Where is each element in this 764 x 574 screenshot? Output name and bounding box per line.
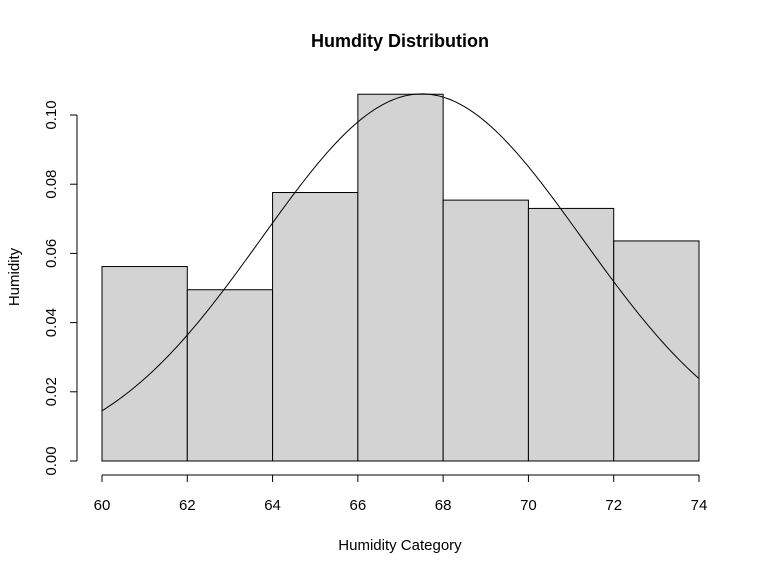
y-tick-label-0.10: 0.10 — [43, 100, 60, 129]
y-axis: 0.00 0.02 0.04 0.06 0.08 0.10 — [43, 100, 78, 476]
y-axis-label: Humidity — [6, 247, 23, 306]
x-tick-label-66: 66 — [350, 497, 367, 514]
histogram-bar-5 — [442, 199, 529, 462]
histogram-bar-1 — [101, 266, 188, 462]
histogram-bar-7 — [613, 240, 700, 462]
histogram-bar-6 — [527, 207, 615, 462]
bars-layer — [101, 93, 700, 462]
x-axis: 60 62 64 66 68 70 72 74 — [94, 474, 708, 514]
chart-title: Humdity Distribution — [311, 31, 489, 51]
histogram-bar-4 — [357, 93, 444, 462]
y-tick-label-0.00: 0.00 — [43, 446, 60, 475]
x-axis-label: Humidity Category — [338, 537, 462, 554]
x-tick-label-72: 72 — [605, 497, 622, 514]
x-tick-label-62: 62 — [179, 497, 196, 514]
y-tick-label-0.08: 0.08 — [43, 170, 60, 199]
x-tick-label-70: 70 — [520, 497, 537, 514]
curve-layer — [101, 93, 700, 412]
x-tick-label-74: 74 — [691, 497, 708, 514]
y-tick-label-0.04: 0.04 — [43, 308, 60, 337]
y-tick-label-0.02: 0.02 — [43, 377, 60, 406]
x-tick-label-60: 60 — [94, 497, 111, 514]
histogram-bar-2 — [186, 289, 274, 462]
y-tick-label-0.06: 0.06 — [43, 239, 60, 268]
x-tick-label-64: 64 — [264, 497, 281, 514]
x-tick-label-68: 68 — [435, 497, 452, 514]
density-curve-line — [101, 93, 700, 412]
histogram-bar-3 — [272, 192, 359, 462]
